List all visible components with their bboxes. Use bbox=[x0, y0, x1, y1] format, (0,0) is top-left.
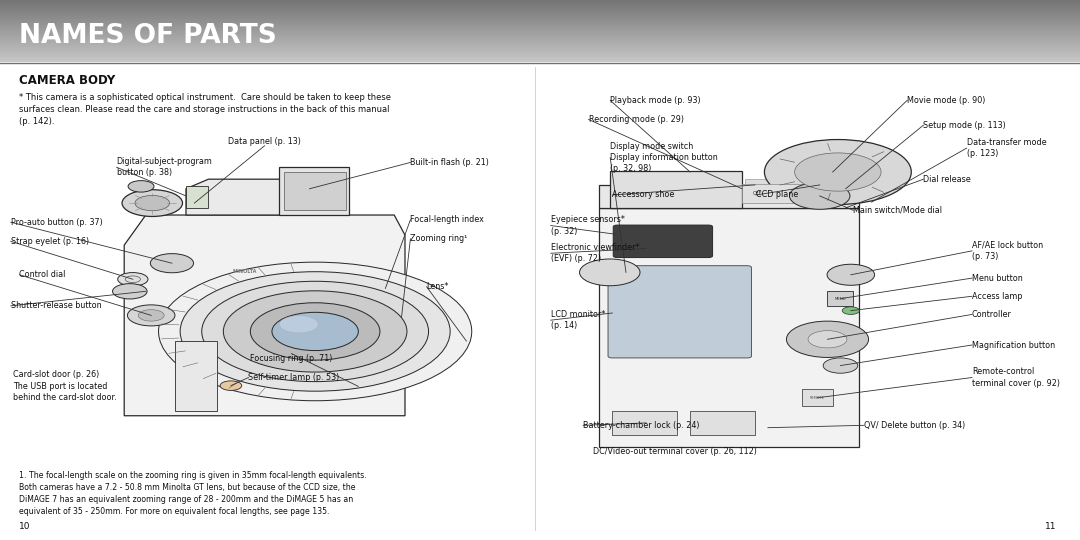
Circle shape bbox=[580, 259, 640, 286]
Text: MENU: MENU bbox=[835, 296, 847, 301]
Text: Magnification button: Magnification button bbox=[972, 341, 1055, 349]
FancyBboxPatch shape bbox=[613, 225, 713, 258]
FancyBboxPatch shape bbox=[608, 266, 752, 358]
Circle shape bbox=[808, 330, 847, 348]
Text: Lens*: Lens* bbox=[427, 282, 449, 291]
Polygon shape bbox=[124, 215, 405, 416]
Text: Control dial: Control dial bbox=[19, 270, 66, 279]
Circle shape bbox=[786, 321, 868, 357]
Polygon shape bbox=[279, 167, 349, 215]
Text: QV/ Delete button (p. 34): QV/ Delete button (p. 34) bbox=[864, 421, 966, 430]
Text: DC/Video-out terminal cover (p. 26, 112): DC/Video-out terminal cover (p. 26, 112) bbox=[593, 447, 757, 456]
Circle shape bbox=[765, 139, 912, 205]
Text: Zooming ring¹: Zooming ring¹ bbox=[410, 234, 468, 244]
Text: Card-slot door (p. 26)
The USB port is located
behind the card-slot door.: Card-slot door (p. 26) The USB port is l… bbox=[13, 370, 117, 402]
Text: Setup mode (p. 113): Setup mode (p. 113) bbox=[923, 120, 1007, 130]
Text: 1. The focal-length scale on the zooming ring is given in 35mm focal-length equi: 1. The focal-length scale on the zooming… bbox=[19, 471, 367, 516]
Text: Eyepiece sensors*
(p. 32): Eyepiece sensors* (p. 32) bbox=[551, 215, 624, 235]
Text: Strap eyelet (p. 16): Strap eyelet (p. 16) bbox=[11, 237, 89, 246]
Circle shape bbox=[127, 305, 175, 326]
Text: * This camera is a sophisticated optical instrument.  Care should be taken to ke: * This camera is a sophisticated optical… bbox=[19, 93, 391, 126]
Text: Battery-chamber lock (p. 24): Battery-chamber lock (p. 24) bbox=[583, 421, 700, 430]
Text: Dial release: Dial release bbox=[923, 174, 971, 184]
Text: NAMES OF PARTS: NAMES OF PARTS bbox=[19, 23, 278, 49]
Bar bbox=[175, 341, 217, 411]
Bar bbox=[742, 184, 820, 203]
Text: 11: 11 bbox=[1044, 522, 1056, 531]
Text: Electronic viewfinder*
(EVF) (p. 72): Electronic viewfinder* (EVF) (p. 72) bbox=[551, 243, 639, 264]
Text: OFF: OFF bbox=[753, 191, 761, 196]
Text: Menu button: Menu button bbox=[972, 274, 1023, 282]
Text: Access lamp: Access lamp bbox=[972, 292, 1023, 301]
Polygon shape bbox=[599, 185, 859, 208]
Text: Movie mode (p. 90): Movie mode (p. 90) bbox=[907, 96, 986, 105]
Circle shape bbox=[118, 273, 148, 286]
Text: Remote-control
terminal cover (p. 92): Remote-control terminal cover (p. 92) bbox=[972, 367, 1059, 388]
Text: Pro-auto button (p. 37): Pro-auto button (p. 37) bbox=[11, 218, 103, 227]
Text: Focal-length index: Focal-length index bbox=[410, 215, 484, 224]
Polygon shape bbox=[599, 208, 859, 447]
Text: Display mode switch
Display information button
(p. 32, 98): Display mode switch Display information … bbox=[610, 142, 718, 173]
Text: Main switch/Mode dial: Main switch/Mode dial bbox=[853, 206, 942, 215]
Circle shape bbox=[827, 264, 875, 285]
Circle shape bbox=[220, 381, 242, 390]
Text: AF/AE lock button
(p. 73): AF/AE lock button (p. 73) bbox=[972, 241, 1043, 261]
Bar bbox=[186, 186, 208, 208]
Bar bbox=[690, 411, 755, 435]
Circle shape bbox=[795, 153, 881, 191]
Bar bbox=[744, 179, 792, 185]
Circle shape bbox=[135, 195, 170, 211]
Circle shape bbox=[224, 291, 407, 372]
Polygon shape bbox=[284, 172, 346, 210]
Circle shape bbox=[180, 272, 450, 391]
Circle shape bbox=[272, 312, 359, 350]
Circle shape bbox=[789, 183, 850, 210]
Polygon shape bbox=[610, 171, 742, 208]
Text: Accessory shoe: Accessory shoe bbox=[612, 191, 675, 199]
Text: Playback mode (p. 93): Playback mode (p. 93) bbox=[610, 96, 701, 105]
Circle shape bbox=[842, 307, 860, 314]
Text: CCD plane: CCD plane bbox=[756, 191, 798, 199]
Bar bbox=[801, 389, 833, 406]
Circle shape bbox=[129, 180, 154, 192]
Text: Self-timer lamp (p. 53): Self-timer lamp (p. 53) bbox=[248, 373, 339, 382]
Text: Data-transfer mode
(p. 123): Data-transfer mode (p. 123) bbox=[967, 138, 1047, 158]
Circle shape bbox=[251, 303, 380, 360]
Text: Digital-subject-program
button (p. 38): Digital-subject-program button (p. 38) bbox=[117, 157, 213, 177]
Bar bbox=[612, 411, 677, 435]
Text: REMOTE: REMOTE bbox=[810, 396, 824, 400]
Circle shape bbox=[280, 316, 319, 333]
Text: MINOLTA: MINOLTA bbox=[233, 269, 257, 274]
Polygon shape bbox=[186, 179, 298, 215]
Circle shape bbox=[823, 358, 858, 373]
Circle shape bbox=[159, 262, 472, 401]
Text: 10: 10 bbox=[19, 522, 31, 531]
Circle shape bbox=[112, 284, 147, 299]
Text: Controller: Controller bbox=[972, 310, 1012, 319]
Circle shape bbox=[138, 309, 164, 321]
Text: Data panel (p. 13): Data panel (p. 13) bbox=[228, 137, 301, 146]
Text: CAMERA BODY: CAMERA BODY bbox=[19, 74, 116, 87]
Text: Recording mode (p. 29): Recording mode (p. 29) bbox=[589, 115, 684, 124]
Text: Built-in flash (p. 21): Built-in flash (p. 21) bbox=[410, 158, 489, 167]
Circle shape bbox=[150, 254, 193, 273]
Text: Shutter-release button: Shutter-release button bbox=[11, 301, 102, 310]
Bar bbox=[827, 292, 853, 306]
Circle shape bbox=[122, 190, 183, 217]
Text: LCD monitor*
(p. 14): LCD monitor* (p. 14) bbox=[551, 310, 605, 330]
Circle shape bbox=[202, 281, 429, 382]
Text: Focusing ring (p. 71): Focusing ring (p. 71) bbox=[251, 354, 333, 363]
